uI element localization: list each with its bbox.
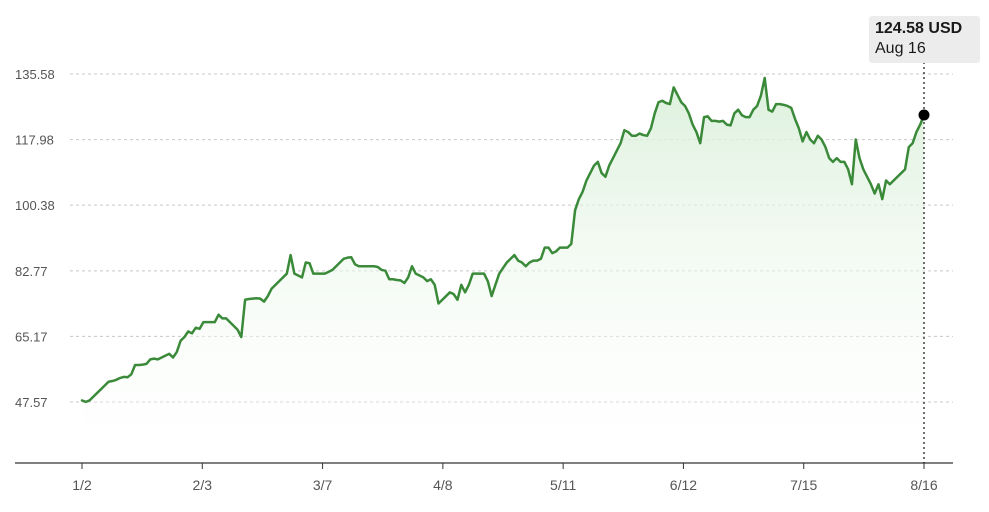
crosshair[interactable] <box>918 62 930 463</box>
y-tick-label: 117.98 <box>15 133 54 148</box>
x-tick-label: 2/3 <box>193 477 213 493</box>
area-layer <box>82 78 924 464</box>
x-tick-label: 4/8 <box>433 477 453 493</box>
y-tick-label: 65.17 <box>15 329 48 344</box>
tooltip-price: 124.58 USD <box>875 20 963 37</box>
x-tick-label: 8/16 <box>910 477 937 493</box>
hover-point-marker[interactable] <box>918 109 930 121</box>
tooltip-date: Aug 16 <box>875 40 926 57</box>
y-axis-ticks: 135.58 117.98 100.38 82.77 65.17 47.57 <box>15 67 55 410</box>
x-tick-label: 7/15 <box>790 477 817 493</box>
x-axis-ticks: 1/2 2/3 3/7 4/8 5/11 6/12 7/15 8/16 <box>72 463 938 493</box>
y-tick-label: 135.58 <box>15 67 55 82</box>
price-line <box>80 76 926 404</box>
y-tick-label: 82.77 <box>15 264 48 279</box>
y-tick-label: 100.38 <box>15 198 55 213</box>
line-layer <box>80 76 926 404</box>
area-fill <box>82 78 924 464</box>
y-tick-label: 47.57 <box>15 395 48 410</box>
x-tick-label: 6/12 <box>670 477 697 493</box>
x-tick-label: 5/11 <box>550 477 576 493</box>
x-tick-label: 3/7 <box>313 477 333 493</box>
x-tick-label: 1/2 <box>72 477 92 493</box>
price-tooltip: 124.58 USD Aug 16 <box>869 16 980 63</box>
